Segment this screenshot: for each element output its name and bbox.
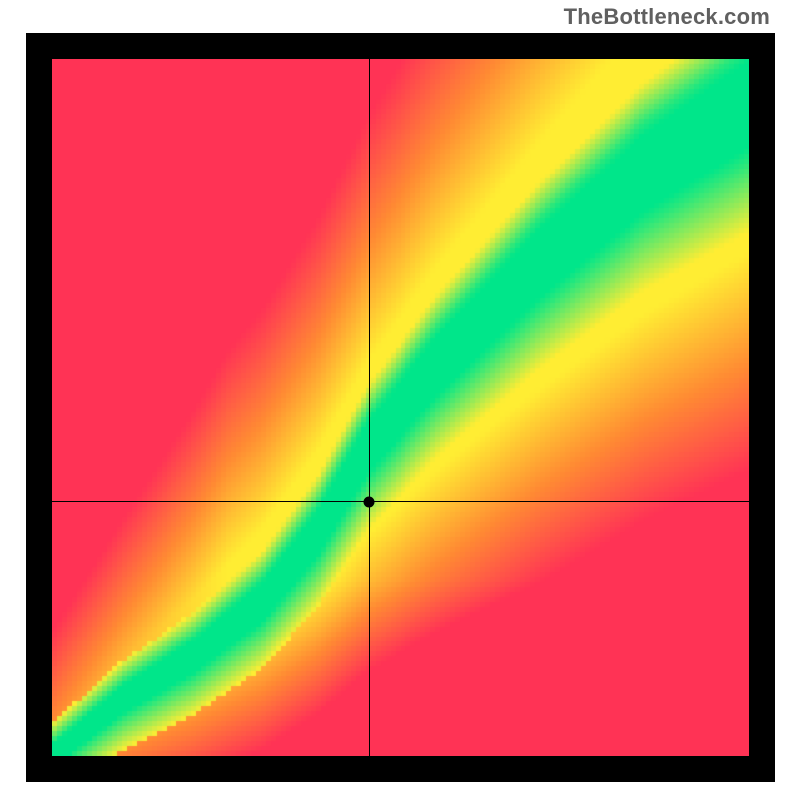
crosshair-vertical (369, 59, 370, 756)
watermark-text: TheBottleneck.com (564, 4, 770, 30)
crosshair-marker (364, 496, 375, 507)
heatmap-canvas (52, 59, 749, 756)
chart-container: TheBottleneck.com (0, 0, 800, 800)
crosshair-horizontal (52, 501, 749, 502)
